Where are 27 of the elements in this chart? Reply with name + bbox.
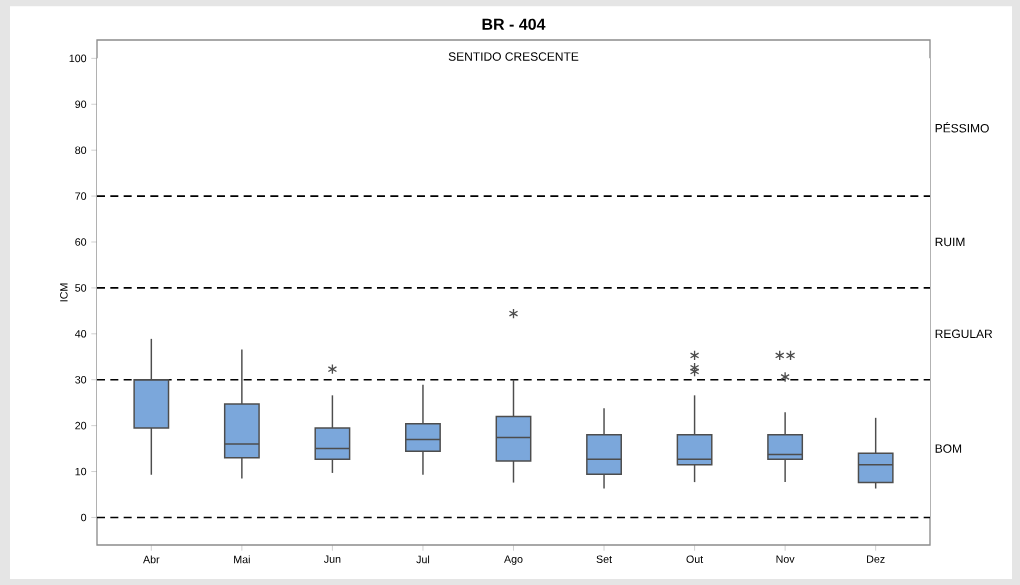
x-tick-label: Jun	[323, 555, 341, 563]
x-tick-label: Dez	[867, 555, 885, 563]
x-tick-label: Set	[596, 555, 612, 563]
x-tick-label: Nov	[776, 555, 795, 563]
band-label: REGULAR	[935, 329, 993, 339]
band-label: PÉSSIMO	[935, 121, 989, 133]
band-label: RUIM	[935, 237, 965, 247]
x-tick-label: Ago	[504, 555, 523, 565]
y-axis-title: ICM	[60, 283, 68, 302]
y-tick-label: 60	[75, 238, 87, 246]
y-tick-label: 100	[69, 54, 87, 63]
y-tick-label: 30	[75, 375, 87, 384]
y-tick-label: 50	[75, 284, 87, 292]
y-tick-label: 0	[81, 513, 87, 522]
x-tick-label: Abr	[143, 555, 160, 564]
y-tick-label: 10	[75, 467, 87, 476]
y-tick-label: 70	[75, 192, 87, 200]
x-tick-label: Out	[686, 555, 704, 563]
chart-title: BR - 404	[482, 18, 546, 30]
y-tick-label: 40	[74, 330, 87, 338]
y-tick-label: 80	[75, 146, 87, 154]
x-tick-label: Mai	[234, 555, 250, 564]
y-tick-label: 90	[75, 100, 87, 109]
y-tick-label: 20	[75, 421, 87, 430]
text: SENTIDO CRESCENTE	[448, 52, 579, 61]
x-tick-label: Jul	[416, 555, 430, 564]
band-label: BOM	[935, 444, 962, 453]
